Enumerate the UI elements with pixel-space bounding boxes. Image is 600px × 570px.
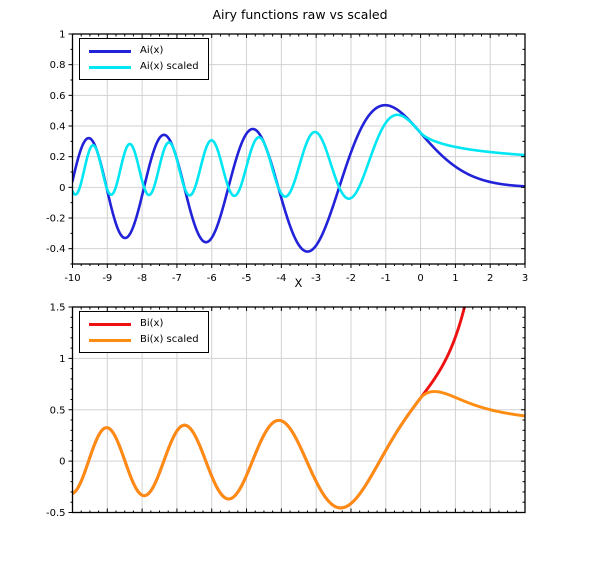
y-tick-label: 1 [59,30,65,41]
legend-bi: Bi(x) Bi(x) scaled [79,311,209,353]
y-tick-label: -0.5 [46,508,66,519]
legend-ai: Ai(x) Ai(x) scaled [79,38,209,80]
line-swatch-bi-icon [89,322,131,326]
x-tick-label: -3 [311,273,321,284]
x-tick-label: -1 [381,273,391,284]
y-tick-label: -0.4 [46,244,66,255]
line-swatch-ai-icon [89,49,131,53]
series-Bie [72,390,525,510]
y-tick-label: 1.5 [50,303,66,314]
y-tick-label: 0 [59,457,65,468]
legend-label: Ai(x) [140,45,164,56]
x-tick-label: -5 [242,273,252,284]
x-tick-label: 2 [487,273,493,284]
legend-item-bi-raw: Bi(x) [89,316,199,332]
legend-item-bi-scaled: Bi(x) scaled [89,332,199,348]
line-swatch-ai-scaled-icon [89,65,131,69]
y-tick-label: 0.2 [50,152,66,163]
chart-title: Airy functions raw vs scaled [212,7,388,22]
y-tick-label: 1 [59,354,65,365]
legend-label: Bi(x) [140,318,164,329]
tick-labels: -10 -9 -8 -7 -6 -5 -4 -3 -2 -1 0 1 2 310.80.60.40.20-… [46,30,528,285]
ai-plot: -10 -9 -8 -7 -6 -5 -4 -3 -2 -1 0 1 2 310.80.60.40.20-… [46,30,528,285]
x-tick-label: -2 [346,273,356,284]
y-tick-label: -0.2 [46,214,66,225]
y-tick-label: 0 [59,183,65,194]
series-Ai [72,103,525,253]
x-tick-label: 1 [452,273,458,284]
x-tick-label: 0 [417,273,423,284]
legend-item-ai-scaled: Ai(x) scaled [89,59,199,75]
bi-plot: 1.5 1 0.5 0 -0.5 [46,303,526,520]
line-swatch-bi-scaled-icon [89,338,131,342]
x-axis-label: X [294,276,303,290]
y-tick-label: 0.6 [50,91,66,102]
x-tick-label: -9 [102,273,112,284]
y-tick-label: 0.4 [50,122,66,133]
series-Aie [72,113,525,200]
gridlines [72,307,525,513]
ticks [68,33,526,268]
legend-label: Bi(x) scaled [140,334,199,345]
x-tick-label: -4 [276,273,286,284]
x-tick-label: -10 [64,273,80,284]
x-tick-label: -6 [207,273,217,284]
ticks [68,306,526,513]
y-tick-label: 0.8 [50,60,66,71]
tick-labels: 1.5 1 0.5 0 -0.5 [46,303,66,520]
x-tick-label: -7 [172,273,182,284]
legend-label: Ai(x) scaled [140,61,199,72]
legend-item-ai-raw: Ai(x) [89,43,199,59]
x-tick-label: 3 [522,273,528,284]
gridlines [72,34,525,264]
y-tick-label: 0.5 [50,405,66,416]
x-tick-label: -8 [137,273,147,284]
